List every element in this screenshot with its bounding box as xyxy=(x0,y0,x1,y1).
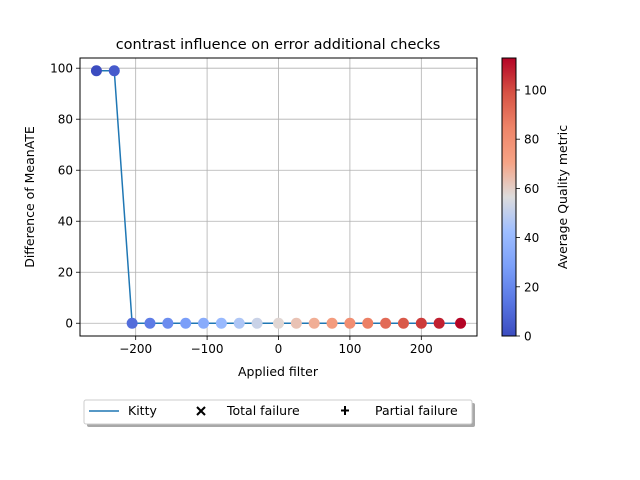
data-point xyxy=(233,317,245,329)
colorbar-tick-label: 60 xyxy=(524,182,539,196)
colorbar-label: Average Quality metric xyxy=(555,125,570,269)
colorbar-tick-label: 0 xyxy=(524,330,532,344)
data-point xyxy=(251,317,263,329)
legend: Kitty Total failure Partial failure xyxy=(83,399,475,427)
data-point xyxy=(162,317,174,329)
x-tick-label: −200 xyxy=(119,342,152,356)
y-tick-label: 60 xyxy=(58,164,73,178)
legend-label-total-failure: Total failure xyxy=(226,403,300,418)
data-point xyxy=(198,317,210,329)
legend-box xyxy=(83,399,473,425)
data-point xyxy=(126,317,138,329)
data-point xyxy=(344,317,356,329)
x-axis-ticks: −200 −100 0 100 200 xyxy=(119,336,433,356)
grid xyxy=(80,58,477,336)
x-marker-icon xyxy=(196,406,206,416)
data-point xyxy=(415,317,427,329)
plus-marker-icon xyxy=(341,406,349,415)
data-point xyxy=(273,317,284,329)
x-tick-label: 100 xyxy=(338,342,361,356)
data-point xyxy=(144,317,156,329)
x-tick-label: 200 xyxy=(410,342,433,356)
data-point xyxy=(180,317,192,329)
y-tick-label: 20 xyxy=(58,266,73,280)
x-tick-label: −100 xyxy=(191,342,224,356)
y-axis-label: Difference of MeanATE xyxy=(22,126,37,268)
chart-title: contrast influence on error additional c… xyxy=(116,37,441,53)
colorbar-tick-label: 40 xyxy=(524,231,539,245)
x-axis-label: Applied filter xyxy=(238,364,319,379)
colorbar-ticks: 0 20 40 60 80 100 xyxy=(516,83,547,344)
colorbar-tick-label: 100 xyxy=(524,83,547,97)
colorbar xyxy=(501,57,517,337)
data-point xyxy=(215,317,227,329)
data-points xyxy=(90,65,467,329)
data-point xyxy=(290,317,302,329)
legend-label-partial-failure: Partial failure xyxy=(375,403,458,418)
x-tick-label: 0 xyxy=(275,342,283,356)
data-point xyxy=(326,317,338,329)
colorbar-tick-label: 80 xyxy=(524,133,539,147)
y-tick-label: 40 xyxy=(58,215,73,229)
data-point xyxy=(397,317,409,329)
colorbar-tick-label: 20 xyxy=(524,280,539,294)
y-tick-label: 100 xyxy=(50,62,73,76)
data-point xyxy=(433,317,445,329)
y-axis-ticks: 0 20 40 60 80 100 xyxy=(50,62,80,331)
data-point xyxy=(380,317,392,329)
legend-label-kitty: Kitty xyxy=(128,403,157,418)
data-point xyxy=(362,317,374,329)
data-point xyxy=(455,317,467,329)
y-tick-label: 80 xyxy=(58,113,73,127)
y-tick-label: 0 xyxy=(65,317,73,331)
data-point xyxy=(90,65,102,77)
data-point xyxy=(108,65,120,77)
data-point xyxy=(308,317,320,329)
